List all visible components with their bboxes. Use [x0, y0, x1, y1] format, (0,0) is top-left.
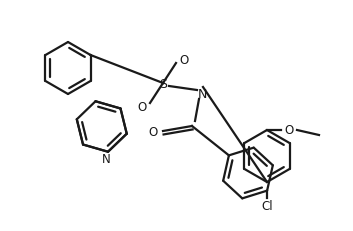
Text: O: O — [179, 53, 189, 66]
Text: N: N — [197, 87, 207, 100]
Text: O: O — [148, 125, 158, 138]
Text: N: N — [102, 153, 110, 166]
Text: O: O — [285, 124, 294, 137]
Text: S: S — [159, 77, 167, 90]
Text: Cl: Cl — [261, 199, 273, 212]
Text: O: O — [137, 101, 146, 114]
